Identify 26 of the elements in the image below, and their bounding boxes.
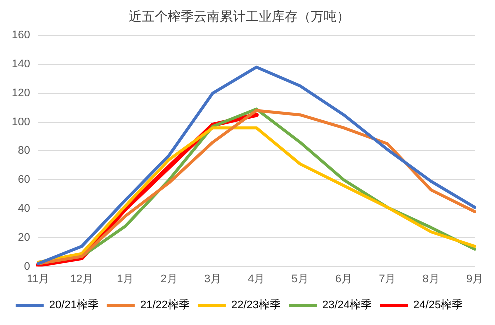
- x-tick-label: 11月: [27, 273, 50, 286]
- y-tick-label: 80: [18, 145, 30, 158]
- y-tick-label: 0: [24, 260, 30, 273]
- x-tick-label: 2月: [160, 273, 178, 286]
- y-tick-label: 120: [12, 87, 30, 100]
- legend-label: 20/21榨季: [49, 298, 99, 312]
- y-tick-label: 20: [18, 232, 30, 244]
- legend-label: 24/25榨季: [414, 298, 464, 312]
- x-tick-label: 5月: [292, 273, 309, 286]
- y-tick-label: 140: [12, 58, 30, 71]
- y-tick-label: 40: [18, 203, 30, 216]
- x-tick-label: 4月: [248, 273, 266, 286]
- x-tick-label: 7月: [379, 273, 396, 286]
- x-tick-label: 6月: [335, 273, 353, 286]
- x-tick-label: 9月: [466, 273, 484, 286]
- legend-label: 22/23榨季: [231, 298, 282, 312]
- y-tick-label: 160: [12, 30, 30, 42]
- x-tick-label: 12月: [70, 273, 94, 286]
- y-tick-label: 100: [12, 116, 30, 128]
- x-tick-label: 8月: [422, 273, 440, 286]
- y-tick-label: 60: [18, 174, 30, 186]
- x-tick-label: 3月: [204, 273, 222, 286]
- legend-label: 21/22榨季: [140, 298, 190, 312]
- x-tick-label: 1月: [117, 273, 134, 286]
- legend-label: 23/24榨季: [322, 298, 372, 312]
- chart-title: 近五个榨季云南累计工业库存（万吨）: [129, 10, 350, 26]
